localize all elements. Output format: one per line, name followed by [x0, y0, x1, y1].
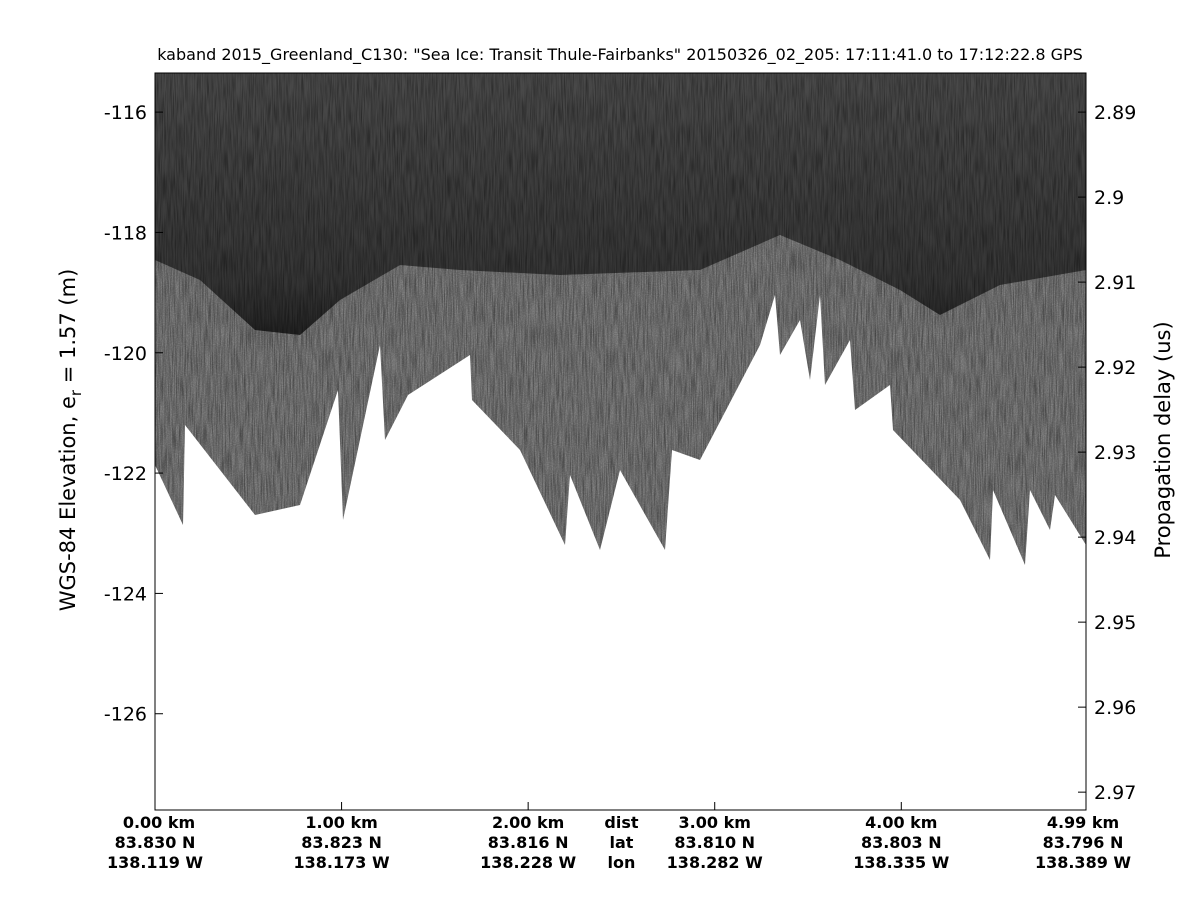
echogram-image: [155, 73, 1086, 810]
x-tick-label: 0.00 km: [123, 813, 195, 832]
lon-label: 138.389 W: [1035, 853, 1131, 872]
plot-frame: [154, 72, 1087, 811]
y2-tick-label: 2.93: [1094, 442, 1136, 464]
x-tick-label: 4.00 km: [865, 813, 937, 832]
y2-tick-label: 2.94: [1094, 527, 1136, 549]
y2-tick-label: 2.95: [1094, 612, 1136, 634]
lat-label: 83.830 N: [115, 833, 196, 852]
lat-label: 83.796 N: [1043, 833, 1124, 852]
y-tick-label: -118: [104, 222, 147, 244]
x-tick-label: 2.00 km: [492, 813, 564, 832]
lat-label: 83.810 N: [674, 833, 755, 852]
row-label: lat: [609, 833, 633, 852]
chart-title: kaband 2015_Greenland_C130: "Sea Ice: Tr…: [157, 45, 1083, 65]
y-label-subscript: r: [67, 389, 85, 396]
lat-label: 83.803 N: [861, 833, 942, 852]
lon-label: 138.228 W: [480, 853, 576, 872]
y-tick-label: -122: [104, 463, 147, 485]
lon-label: 138.173 W: [294, 853, 390, 872]
y2-tick-label: 2.97: [1094, 782, 1136, 804]
y-label-part: WGS-84 Elevation, e: [56, 396, 80, 611]
x-tick-label: 3.00 km: [679, 813, 751, 832]
y-tick-label: -116: [104, 102, 147, 124]
y-tick-label: -126: [104, 704, 147, 726]
y-axis-label: WGS-84 Elevation, er = 1.57 (m): [56, 269, 85, 612]
row-label: lon: [607, 853, 635, 872]
x-tick-label: 4.99 km: [1047, 813, 1119, 832]
y2-tick-label: 2.9: [1094, 187, 1124, 209]
y2-tick-label: 2.92: [1094, 357, 1136, 379]
row-label: dist: [604, 813, 638, 832]
lat-label: 83.816 N: [488, 833, 569, 852]
y-tick-label: -124: [104, 583, 147, 605]
y2-tick-label: 2.91: [1094, 272, 1136, 294]
x-tick-label: 1.00 km: [305, 813, 377, 832]
lon-label: 138.282 W: [667, 853, 763, 872]
lat-label: 83.823 N: [301, 833, 382, 852]
y2-tick-label: 2.96: [1094, 697, 1136, 719]
lon-label: 138.119 W: [107, 853, 203, 872]
y2-tick-label: 2.89: [1094, 102, 1136, 124]
y-label-part: = 1.57 (m): [56, 269, 80, 390]
y-tick-label: -120: [104, 343, 147, 365]
lon-label: 138.335 W: [853, 853, 949, 872]
y2-axis-label: Propagation delay (us): [1151, 321, 1175, 558]
